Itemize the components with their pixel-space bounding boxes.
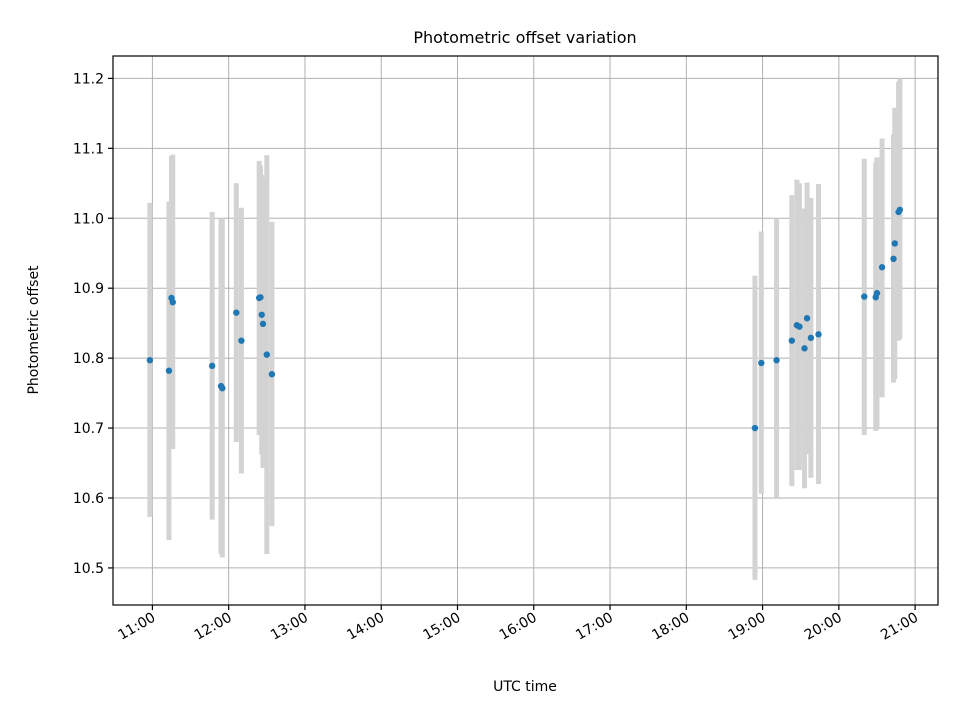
y-tick-label: 11.0 [73,211,104,227]
data-point [878,264,886,271]
data-point [257,294,264,301]
data-point [891,240,898,247]
data-point [801,345,808,352]
y-tick-label: 10.5 [73,561,104,577]
data-point [896,206,904,214]
data-point [169,298,176,306]
y-tick-label: 11.2 [73,71,104,87]
data-point [815,331,822,338]
data-point [233,309,240,316]
plot-frame [112,55,939,606]
data-point [861,293,868,300]
data-point [796,323,803,330]
data-point [773,357,780,364]
grid [113,56,938,605]
data-point [259,320,267,328]
data-point [873,289,881,297]
data-points [146,206,904,432]
data-point [758,359,765,367]
data-point [803,315,811,322]
data-point [238,337,245,344]
data-point [208,362,216,370]
data-point [165,367,173,374]
y-axis-label: Photometric offset [26,265,42,395]
y-tick-label: 10.7 [73,421,104,437]
data-point [219,384,226,392]
data-point [807,334,815,342]
data-point [263,351,271,358]
x-axis-label: UTC time [493,679,557,695]
data-point [146,357,154,364]
data-point [258,311,265,318]
y-tick-label: 11.1 [73,141,104,157]
y-tick-label: 10.8 [73,351,104,367]
y-tick-label: 10.9 [73,281,104,297]
data-point [751,424,759,432]
data-point [788,337,796,344]
y-tick-label: 10.6 [73,491,104,507]
chart-title: Photometric offset variation [413,28,636,47]
y-axis-ticks: 10.5 10.6 10.7 10.8 10.9 11.0 11.1 11.2 [73,71,113,577]
data-point [890,255,897,263]
data-point [268,371,276,378]
